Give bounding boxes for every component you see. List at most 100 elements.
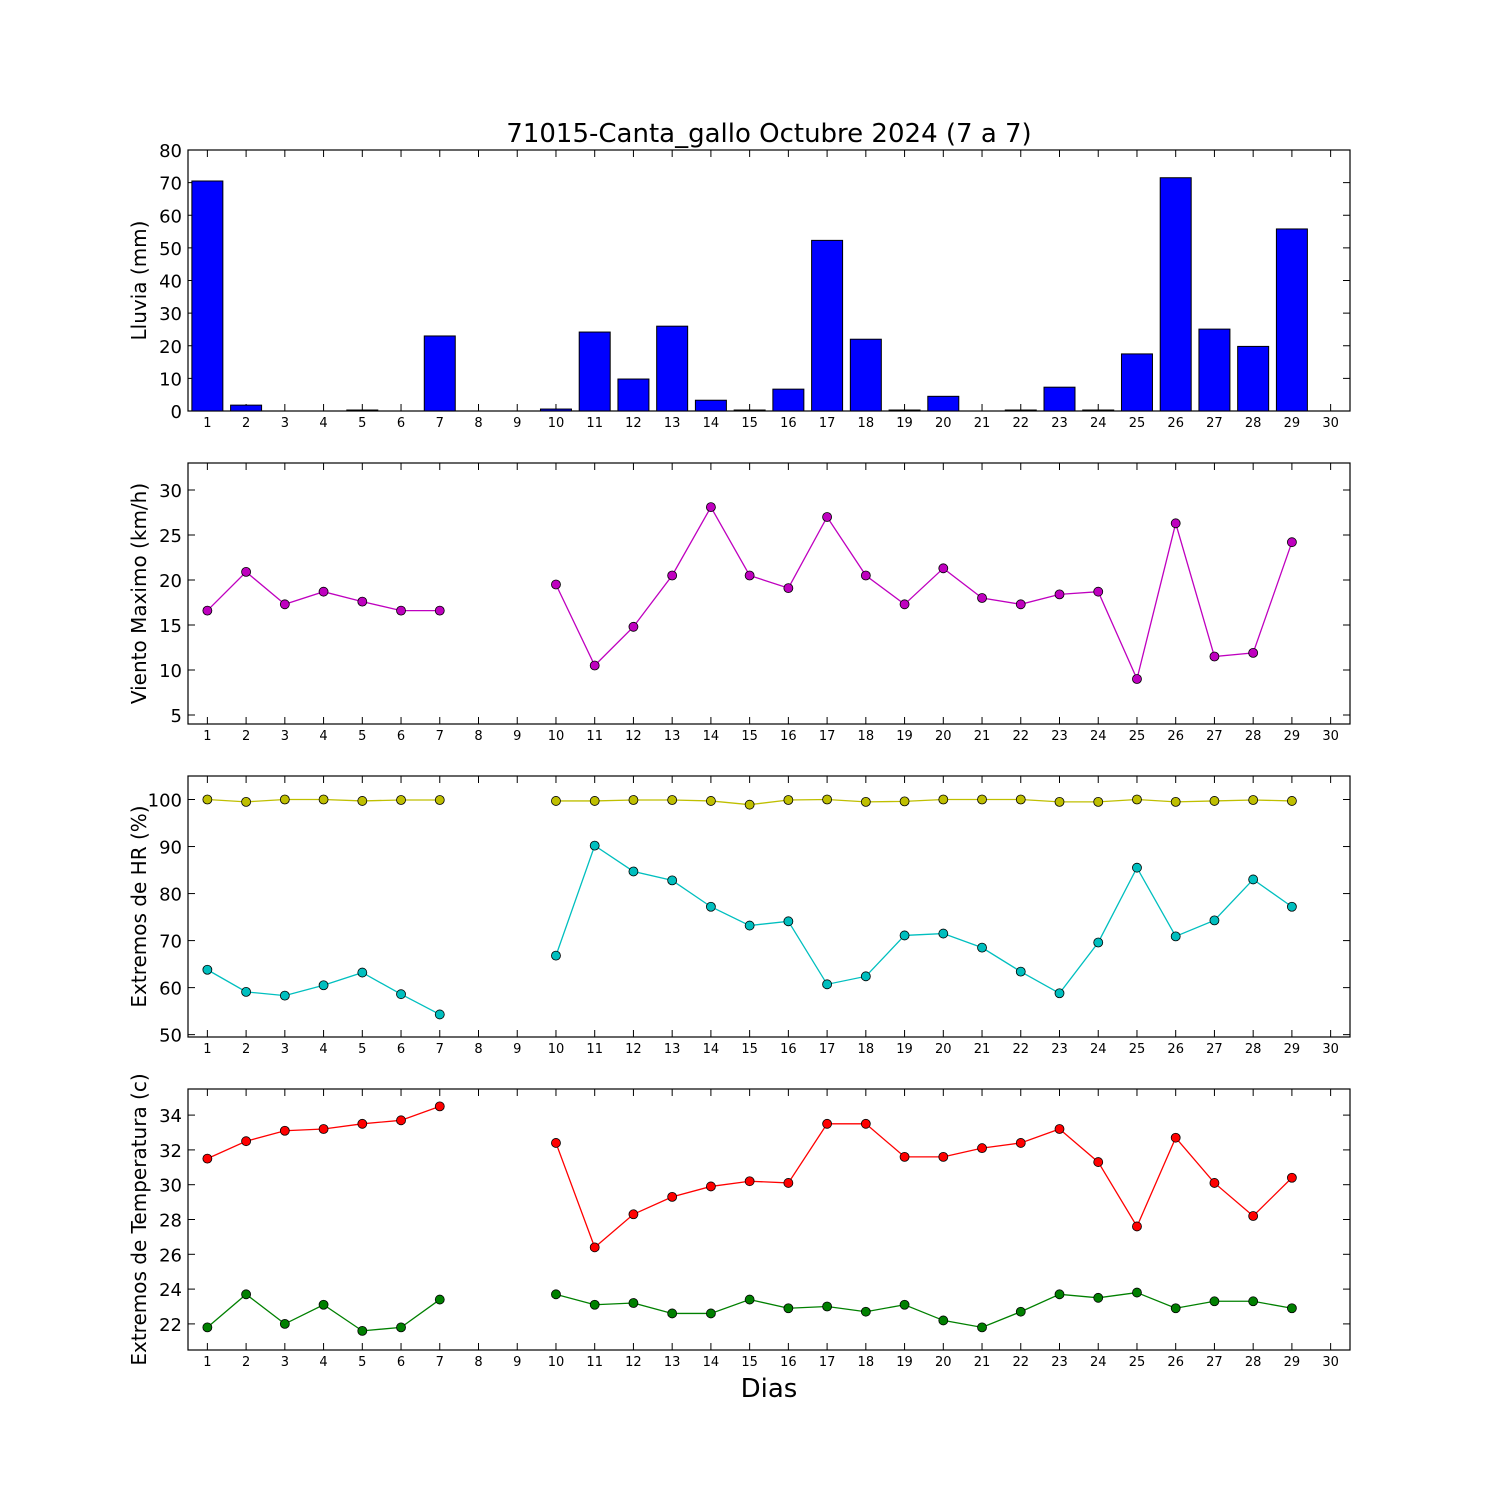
data-point-t_max xyxy=(202,1153,213,1164)
y-tick-label: 30 xyxy=(159,304,182,325)
data-point-t_min xyxy=(1170,1303,1181,1314)
x-tick-label: 24 xyxy=(1090,416,1107,431)
data-point-t_max xyxy=(667,1191,678,1202)
data-point-wind xyxy=(202,605,213,616)
bar xyxy=(772,388,805,412)
y-tick-label: 25 xyxy=(159,526,182,547)
x-tick-label: 28 xyxy=(1245,416,1262,431)
bar xyxy=(1198,328,1231,412)
data-point-t_min xyxy=(434,1294,445,1305)
bar xyxy=(694,399,727,412)
data-point-wind xyxy=(1248,648,1259,658)
data-point-hr_max xyxy=(434,795,445,805)
x-tick-label: 2 xyxy=(242,1042,250,1057)
x-tick-label: 25 xyxy=(1129,1042,1146,1057)
data-point-t_min xyxy=(357,1325,368,1336)
x-tick-label: 25 xyxy=(1129,416,1146,431)
x-tick-label: 15 xyxy=(741,1355,758,1370)
bar xyxy=(230,404,263,412)
data-point-t_max xyxy=(279,1125,290,1136)
data-point-t_min xyxy=(1093,1292,1104,1303)
x-tick-label: 21 xyxy=(974,1355,991,1370)
x-tick-label: 22 xyxy=(1012,416,1029,431)
x-tick-label: 3 xyxy=(281,729,289,744)
x-tick-label: 4 xyxy=(319,416,327,431)
data-point-t_min xyxy=(899,1299,910,1310)
data-point-t_max xyxy=(396,1115,406,1126)
x-tick-label: 17 xyxy=(819,1042,836,1057)
x-tick-label: 7 xyxy=(436,416,444,431)
x-tick-label: 1 xyxy=(203,729,211,744)
x-tick-label: 26 xyxy=(1167,416,1184,431)
x-tick-label: 21 xyxy=(974,416,991,431)
x-tick-label: 4 xyxy=(319,729,327,744)
series-line-t_min xyxy=(555,1291,1293,1329)
x-axis-label: Dias xyxy=(741,1374,798,1404)
data-point-hr_max xyxy=(551,796,561,806)
x-tick-label: 5 xyxy=(358,729,366,744)
data-point-t_max xyxy=(241,1136,252,1147)
data-point-t_min xyxy=(1132,1287,1142,1298)
bar xyxy=(539,408,572,412)
data-point-t_max xyxy=(589,1242,600,1253)
x-tick-label: 30 xyxy=(1322,416,1339,431)
data-point-hr_min xyxy=(860,971,871,982)
y-tick-label: 30 xyxy=(159,481,182,502)
x-tick-label: 11 xyxy=(586,1042,603,1057)
y-tick-label: 50 xyxy=(159,239,182,260)
x-tick-label: 13 xyxy=(664,729,681,744)
bar xyxy=(811,239,844,412)
data-point-t_min xyxy=(977,1322,987,1333)
data-point-hr_max xyxy=(1015,794,1026,805)
x-tick-label: 9 xyxy=(513,416,521,431)
data-point-hr_min xyxy=(1170,931,1181,942)
y-tick-label: 60 xyxy=(159,979,182,1000)
x-tick-label: 22 xyxy=(1012,1355,1029,1370)
x-tick-label: 5 xyxy=(358,1042,366,1057)
x-tick-label: 28 xyxy=(1245,1042,1262,1057)
x-tick-label: 18 xyxy=(858,416,875,431)
data-point-hr_max xyxy=(589,796,600,806)
x-tick-label: 1 xyxy=(203,1355,211,1370)
data-point-t_min xyxy=(1248,1296,1259,1307)
data-point-t_min xyxy=(241,1289,252,1300)
y-tick-label: 32 xyxy=(159,1141,182,1162)
bar xyxy=(656,325,689,412)
x-tick-label: 20 xyxy=(935,1042,952,1057)
data-point-hr_min xyxy=(1054,988,1065,999)
bar xyxy=(617,378,650,412)
x-tick-label: 25 xyxy=(1129,729,1146,744)
axes-frame xyxy=(187,462,1351,725)
data-point-hr_max xyxy=(357,796,368,806)
data-point-hr_min xyxy=(1209,915,1220,926)
x-tick-label: 13 xyxy=(664,416,681,431)
bar xyxy=(1120,353,1153,412)
data-point-hr_min xyxy=(396,989,406,1000)
x-tick-label: 21 xyxy=(974,729,991,744)
y-tick-label: 34 xyxy=(159,1106,182,1127)
data-point-hr_min xyxy=(899,930,910,941)
x-tick-label: 6 xyxy=(397,729,405,744)
data-point-t_min xyxy=(860,1306,871,1317)
x-tick-label: 10 xyxy=(548,1355,565,1370)
x-tick-label: 1 xyxy=(203,1042,211,1057)
y-tick-label: 20 xyxy=(159,571,182,592)
data-point-hr_min xyxy=(202,964,213,975)
x-tick-label: 22 xyxy=(1012,1042,1029,1057)
data-point-t_min xyxy=(279,1319,290,1329)
series-line-hr_max xyxy=(555,798,1292,806)
y-tick-label: 30 xyxy=(159,1176,182,1197)
data-point-hr_max xyxy=(628,795,639,805)
data-point-wind xyxy=(357,596,368,607)
data-point-hr_max xyxy=(860,796,871,807)
data-point-hr_min xyxy=(628,866,639,877)
data-point-hr_max xyxy=(977,794,987,805)
data-point-hr_max xyxy=(1054,796,1065,807)
data-point-hr_max xyxy=(279,794,290,805)
data-point-wind xyxy=(1054,589,1065,600)
data-point-t_min xyxy=(318,1299,329,1310)
bar xyxy=(1004,409,1037,412)
data-point-t_max xyxy=(628,1209,639,1220)
y-tick-label: 0 xyxy=(171,402,182,423)
